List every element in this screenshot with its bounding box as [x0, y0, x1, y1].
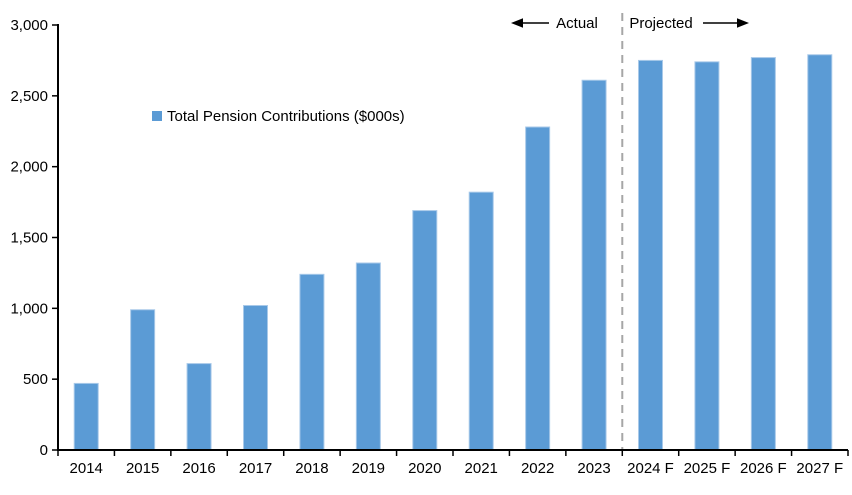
x-axis: 2014 2015 2016 2017 2018 2019 2020 2021 2022 2023…: [57, 450, 849, 477]
y-tick-label: 1,500: [10, 230, 48, 247]
x-category-label-2021: 2021: [465, 460, 498, 477]
legend-label: Total Pension Contributions ($000s): [167, 108, 405, 125]
y-tick-label: 500: [23, 371, 48, 388]
bar-2020: [412, 210, 438, 451]
x-category-label-2026-f: 2026 F: [740, 460, 787, 477]
bar-2023: [581, 79, 607, 451]
bar-2015: [130, 309, 156, 451]
actual-label: Actual: [556, 15, 598, 32]
left-arrow-icon: [511, 18, 549, 28]
x-category-label-2014: 2014: [70, 460, 103, 477]
x-category-label-2020: 2020: [408, 460, 441, 477]
x-category-label-2022: 2022: [521, 460, 554, 477]
x-category-label-2027-f: 2027 F: [796, 460, 843, 477]
bar-2025-f: [694, 61, 720, 451]
right-arrow-icon: [703, 18, 749, 28]
y-axis: 0 500 1,000 1,500 2,000 2,500 3,000: [10, 17, 58, 459]
x-category-label-2017: 2017: [239, 460, 272, 477]
y-tick-label: 1,000: [10, 300, 48, 317]
bar-2024-f: [638, 59, 663, 451]
bar-2018: [299, 273, 325, 451]
y-tick-label: 0: [40, 442, 48, 459]
bar-2019: [355, 262, 381, 451]
bar-2021: [468, 191, 494, 451]
y-tick-label: 3,000: [10, 17, 48, 34]
x-category-label-2019: 2019: [352, 460, 385, 477]
legend-swatch-icon: [152, 111, 162, 121]
legend: Total Pension Contributions ($000s): [152, 108, 405, 125]
bar-2014: [73, 382, 99, 451]
x-category-label-2023: 2023: [577, 460, 610, 477]
projected-label: Projected: [629, 15, 692, 32]
bar-2022: [525, 126, 551, 451]
y-tick-label: 2,000: [10, 159, 48, 176]
bar-2027-f: [807, 54, 833, 451]
bar-2017: [243, 305, 268, 451]
bar-2026-f: [750, 57, 776, 451]
bars-group: [73, 54, 833, 451]
x-category-label-2016: 2016: [182, 460, 215, 477]
x-category-label-2015: 2015: [126, 460, 159, 477]
x-category-label-2018: 2018: [295, 460, 328, 477]
y-tick-label: 2,500: [10, 88, 48, 105]
x-category-label-2025-f: 2025 F: [684, 460, 731, 477]
x-category-label-2024-f: 2024 F: [627, 460, 674, 477]
actual-projected-annotation: Actual Projected: [511, 15, 749, 32]
bar-2016: [186, 363, 212, 451]
